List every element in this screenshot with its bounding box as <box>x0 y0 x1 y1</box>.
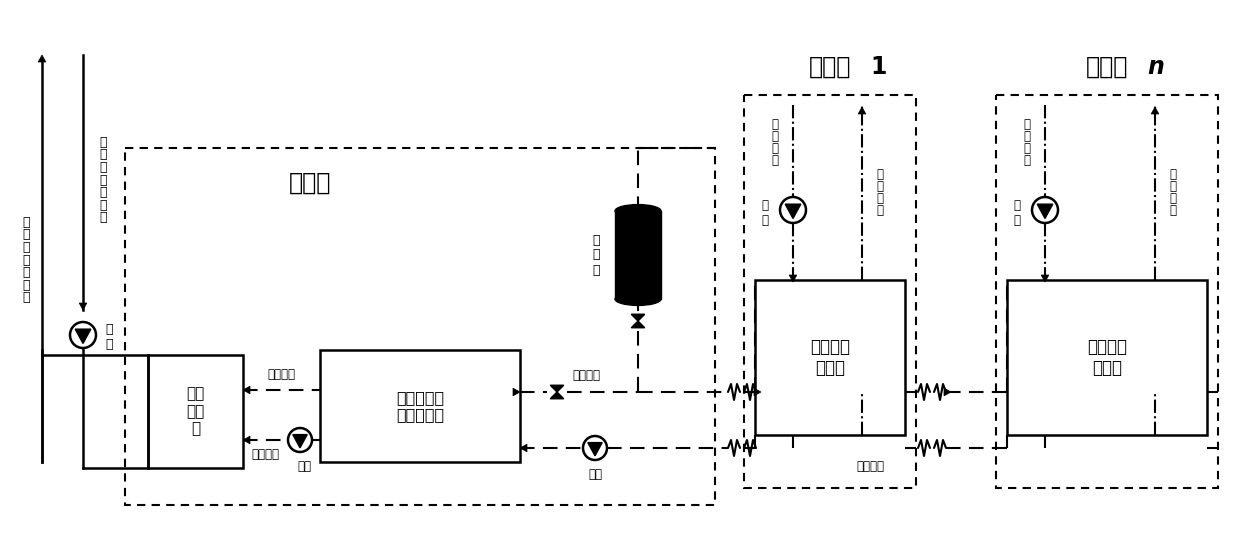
Polygon shape <box>859 107 866 114</box>
Text: 水水
换热
器: 水水 换热 器 <box>186 387 204 436</box>
Text: 热力站: 热力站 <box>809 55 851 79</box>
Text: 水泵: 水泵 <box>297 460 311 473</box>
Text: 供: 供 <box>99 199 107 212</box>
Text: 回: 回 <box>1023 142 1031 155</box>
Polygon shape <box>1037 204 1053 218</box>
Polygon shape <box>786 204 800 218</box>
Text: 三次回水: 三次回水 <box>252 448 279 461</box>
Bar <box>147 355 243 468</box>
Polygon shape <box>520 444 527 452</box>
Text: 水: 水 <box>772 154 778 167</box>
Polygon shape <box>550 392 564 399</box>
Bar <box>1007 280 1207 435</box>
Polygon shape <box>631 314 644 321</box>
Text: 水: 水 <box>1023 154 1031 167</box>
Text: 二: 二 <box>1023 118 1031 131</box>
Text: 水
泵: 水 泵 <box>1014 199 1020 227</box>
Text: 地: 地 <box>99 174 107 186</box>
Text: 供: 供 <box>1170 192 1177 205</box>
Text: 或: 或 <box>22 241 30 254</box>
Polygon shape <box>755 388 761 396</box>
Text: 一次供水: 一次供水 <box>572 369 600 382</box>
Text: 水: 水 <box>876 204 883 217</box>
Polygon shape <box>79 303 87 310</box>
Polygon shape <box>76 329 90 343</box>
Text: 热: 热 <box>99 186 107 199</box>
Text: 水
泵: 水 泵 <box>105 323 113 351</box>
Text: 供: 供 <box>876 192 883 205</box>
Polygon shape <box>587 442 602 456</box>
Text: 水: 水 <box>22 291 30 304</box>
Bar <box>743 95 916 488</box>
Text: 二: 二 <box>772 118 778 131</box>
Ellipse shape <box>615 204 660 218</box>
Polygon shape <box>1151 107 1158 114</box>
Text: 废: 废 <box>99 136 107 149</box>
Text: 热源站: 热源站 <box>289 171 331 195</box>
Text: 或: 或 <box>99 161 107 174</box>
Text: 二: 二 <box>876 168 883 181</box>
Text: 废: 废 <box>22 215 30 229</box>
Text: 热力站: 热力站 <box>1085 55 1129 79</box>
Text: 次: 次 <box>1170 180 1177 193</box>
Text: 二: 二 <box>1170 168 1177 181</box>
Text: 水: 水 <box>1170 204 1177 217</box>
Text: 水
泵: 水 泵 <box>761 199 768 227</box>
Text: 水: 水 <box>99 211 107 224</box>
Polygon shape <box>513 388 520 396</box>
Bar <box>615 211 660 299</box>
Text: 次: 次 <box>772 130 778 143</box>
Text: 热: 热 <box>99 148 107 161</box>
Text: 水泵: 水泵 <box>589 468 602 481</box>
Polygon shape <box>944 388 952 396</box>
Ellipse shape <box>615 293 660 305</box>
Text: 蓄
热
罐: 蓄 热 罐 <box>592 234 600 277</box>
Bar <box>996 95 1218 488</box>
Polygon shape <box>789 275 797 282</box>
Bar <box>320 350 520 462</box>
Text: 次: 次 <box>1023 130 1031 143</box>
Text: 回: 回 <box>772 142 778 155</box>
Polygon shape <box>631 321 644 328</box>
Polygon shape <box>38 55 46 62</box>
Text: n: n <box>1147 55 1163 79</box>
Polygon shape <box>243 436 250 444</box>
Text: 次: 次 <box>876 180 883 193</box>
Text: 压缩式换
热机组: 压缩式换 热机组 <box>810 338 850 377</box>
Text: 热: 热 <box>22 266 30 279</box>
Polygon shape <box>550 385 564 392</box>
Polygon shape <box>292 435 307 448</box>
Polygon shape <box>243 386 250 394</box>
Text: 三次供水: 三次供水 <box>268 368 295 381</box>
Polygon shape <box>1041 275 1049 282</box>
Text: 地: 地 <box>22 253 30 267</box>
Text: 升温型吸收
式换热机组: 升温型吸收 式换热机组 <box>396 390 444 422</box>
Text: 回: 回 <box>22 279 30 291</box>
Bar <box>125 148 715 505</box>
Text: 压缩式换
热机组: 压缩式换 热机组 <box>1087 338 1127 377</box>
Bar <box>755 280 904 435</box>
Text: 热: 热 <box>22 228 30 241</box>
Text: 1: 1 <box>870 55 886 79</box>
Text: 一次回水: 一次回水 <box>856 460 883 473</box>
